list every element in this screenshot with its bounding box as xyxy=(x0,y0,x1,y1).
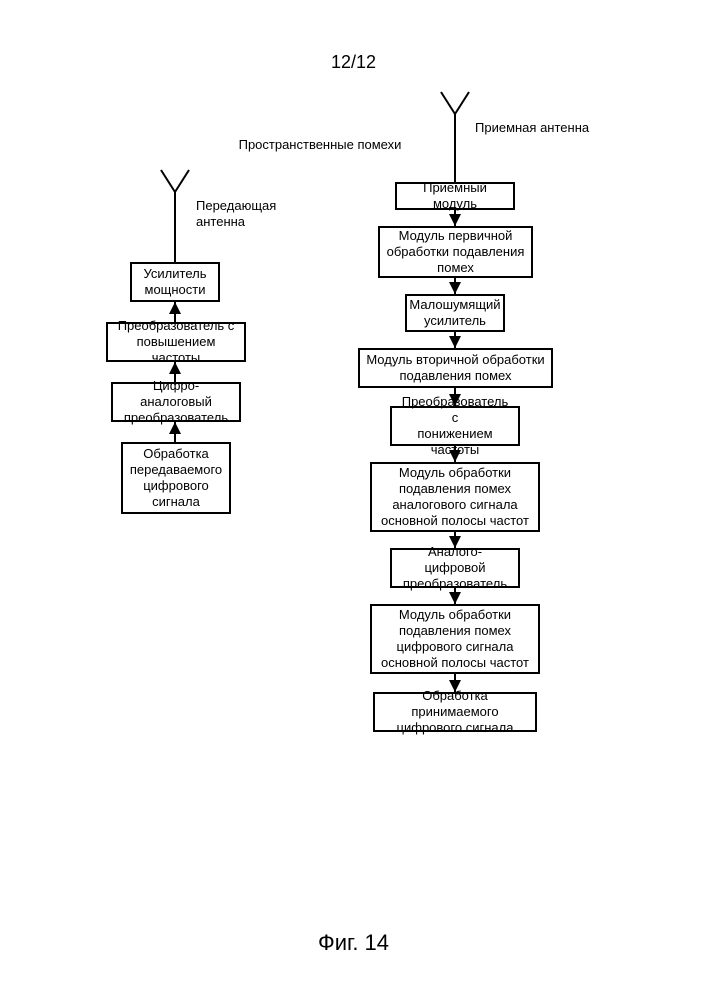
box-rx-lna: Малошумящий усилитель xyxy=(405,294,505,332)
box-tx-dac: Цифро-аналоговый преобразователь xyxy=(111,382,241,422)
label-tx-antenna: Передающая антенна xyxy=(196,198,296,229)
box-rx-analog-bb: Модуль обработки подавления помех аналог… xyxy=(370,462,540,532)
box-rx-downconv: Преобразователь с понижением частоты xyxy=(390,406,520,446)
figure-caption: Фиг. 14 xyxy=(0,930,707,956)
label-rx-antenna: Приемная антенна xyxy=(475,120,605,136)
box-tx-upconv: Преобразователь с повышением частоты xyxy=(106,322,246,362)
box-rx-adc: Аналого-цифровой преобразователь xyxy=(390,548,520,588)
box-rx-digital-bb: Модуль обработки подавления помех цифров… xyxy=(370,604,540,674)
box-rx-secondary: Модуль вторичной обработки подавления по… xyxy=(358,348,553,388)
box-rx-primary: Модуль первичной обработки подавления по… xyxy=(378,226,533,278)
page: 12/12 Пространственные помехи Передающая… xyxy=(0,0,707,1000)
box-rx-dspproc: Обработка принимаемого цифрового сигнала xyxy=(373,692,537,732)
box-tx-dspproc: Обработка передаваемого цифрового сигнал… xyxy=(121,442,231,514)
box-rx-module: Приемный модуль xyxy=(395,182,515,210)
box-tx-amp: Усилитель мощности xyxy=(130,262,220,302)
page-number: 12/12 xyxy=(0,52,707,73)
label-spatial-noise: Пространственные помехи xyxy=(230,137,410,153)
